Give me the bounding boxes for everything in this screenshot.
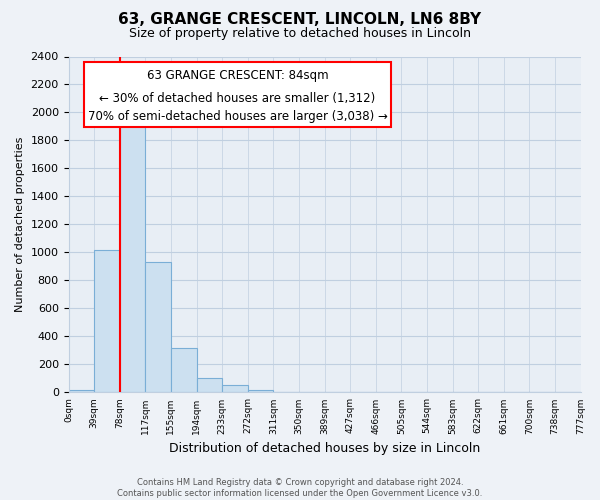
- Bar: [145, 262, 171, 392]
- Bar: [248, 390, 274, 392]
- Text: 63 GRANGE CRESCENT: 84sqm: 63 GRANGE CRESCENT: 84sqm: [146, 70, 328, 82]
- Bar: [171, 348, 197, 393]
- Text: 70% of semi-detached houses are larger (3,038) →: 70% of semi-detached houses are larger (…: [88, 110, 388, 123]
- Text: Size of property relative to detached houses in Lincoln: Size of property relative to detached ho…: [129, 28, 471, 40]
- Y-axis label: Number of detached properties: Number of detached properties: [15, 137, 25, 312]
- Bar: [222, 386, 248, 392]
- X-axis label: Distribution of detached houses by size in Lincoln: Distribution of detached houses by size …: [169, 442, 480, 455]
- Bar: [68, 390, 94, 392]
- Bar: [94, 250, 120, 392]
- Text: 63, GRANGE CRESCENT, LINCOLN, LN6 8BY: 63, GRANGE CRESCENT, LINCOLN, LN6 8BY: [118, 12, 482, 28]
- Text: ← 30% of detached houses are smaller (1,312): ← 30% of detached houses are smaller (1,…: [100, 92, 376, 104]
- Bar: [197, 378, 222, 392]
- Bar: [120, 126, 145, 392]
- Text: Contains HM Land Registry data © Crown copyright and database right 2024.
Contai: Contains HM Land Registry data © Crown c…: [118, 478, 482, 498]
- FancyBboxPatch shape: [84, 62, 391, 127]
